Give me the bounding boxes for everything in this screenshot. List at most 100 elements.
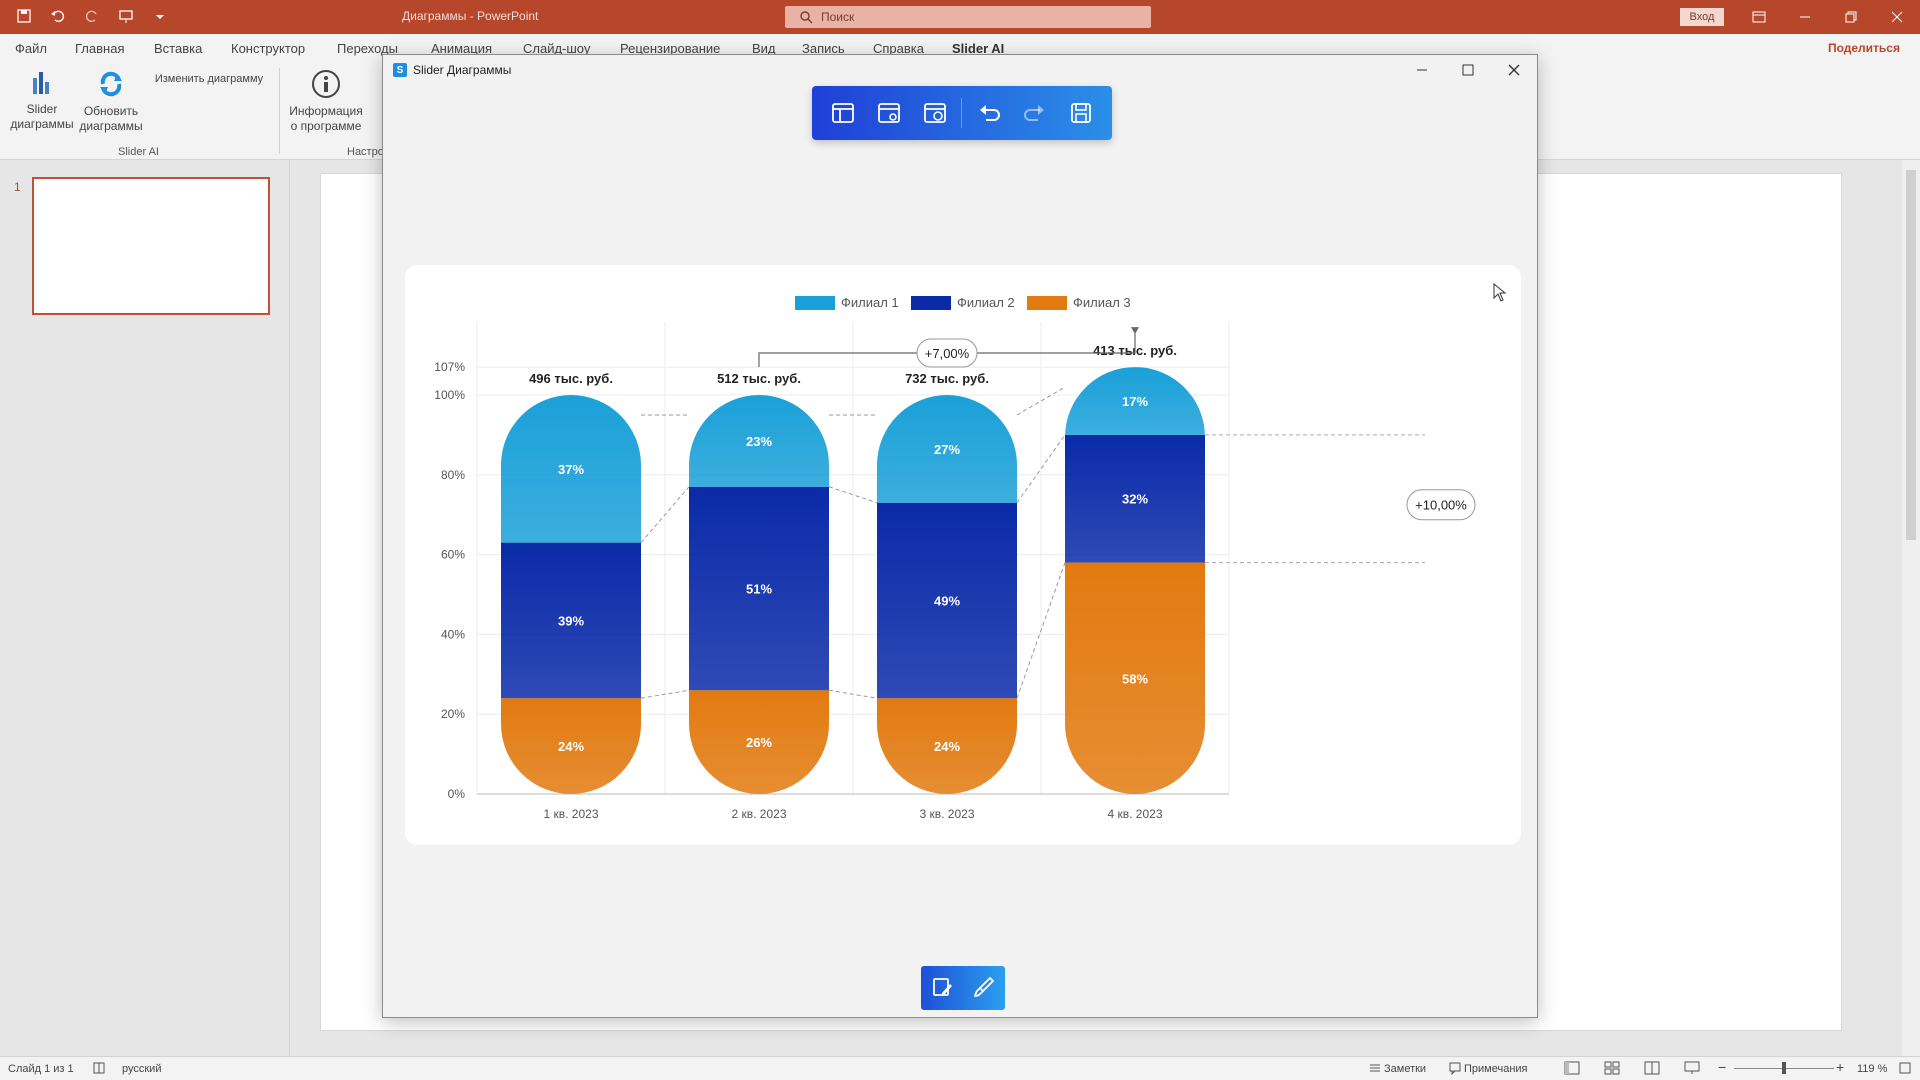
legend-label: Филиал 1 <box>841 295 899 310</box>
scrollbar-thumb[interactable] <box>1906 170 1916 540</box>
zoom-out-icon[interactable]: − <box>1718 1059 1727 1075</box>
y-tick-label: 100% <box>434 388 465 402</box>
share-button[interactable]: Поделиться <box>1827 41 1900 55</box>
zoom-slider-handle[interactable] <box>1782 1062 1786 1074</box>
x-tick-label: 3 кв. 2023 <box>920 807 975 821</box>
legend-label: Филиал 2 <box>957 295 1015 310</box>
chart-settings-icon[interactable] <box>870 94 908 132</box>
slider-charts-button[interactable]: Slider диаграммы <box>10 68 74 132</box>
y-tick-label: 107% <box>434 360 465 374</box>
edit-data-icon[interactable] <box>930 975 954 1002</box>
tab-insert[interactable]: Вставка <box>154 41 203 56</box>
slideshow-icon[interactable] <box>1684 1061 1700 1078</box>
save-icon[interactable] <box>14 6 34 26</box>
dialog-close-icon[interactable] <box>1491 55 1537 85</box>
tab-transitions[interactable]: Переходы <box>337 41 398 56</box>
zoom-level[interactable]: 119 % <box>1857 1063 1888 1075</box>
comments-button[interactable]: Примечания <box>1464 1063 1528 1075</box>
login-button[interactable]: Вход <box>1680 8 1724 26</box>
slide-number: 1 <box>14 180 21 194</box>
dialog-maximize-icon[interactable] <box>1445 55 1491 85</box>
tab-review[interactable]: Рецензирование <box>620 41 721 56</box>
bracket-arrow <box>1131 327 1139 335</box>
tab-slideshow[interactable]: Слайд-шоу <box>523 41 591 56</box>
style-brush-icon[interactable] <box>972 975 996 1002</box>
tab-design[interactable]: Конструктор <box>231 41 306 56</box>
zoom-in-icon[interactable]: + <box>1836 1059 1845 1075</box>
normal-view-icon[interactable] <box>1564 1061 1580 1078</box>
document-title: Диаграммы - PowerPoint <box>402 9 539 23</box>
refresh-charts-label-2: диаграммы <box>79 119 143 133</box>
restore-icon[interactable] <box>1828 0 1874 34</box>
legend-label: Филиал 3 <box>1073 295 1131 310</box>
slide-thumbnail[interactable] <box>32 177 270 315</box>
bar-segment <box>1065 562 1205 794</box>
language-indicator[interactable]: русский <box>122 1063 162 1075</box>
reading-view-icon[interactable] <box>1644 1061 1660 1078</box>
window-controls <box>1736 0 1920 34</box>
slide-sorter-icon[interactable] <box>1604 1061 1620 1078</box>
notes-icon <box>1368 1061 1382 1078</box>
data-label: 39% <box>558 613 584 628</box>
dialog-minimize-icon[interactable] <box>1399 55 1445 85</box>
notes-button[interactable]: Заметки <box>1384 1063 1427 1075</box>
spellcheck-icon[interactable] <box>92 1061 106 1078</box>
toolbar-separator <box>961 98 963 128</box>
redo-icon[interactable] <box>1016 94 1054 132</box>
add-chart-icon[interactable] <box>824 94 862 132</box>
fit-to-window-icon[interactable] <box>1898 1061 1912 1078</box>
connector-line <box>1016 562 1066 699</box>
data-label: 24% <box>934 739 960 754</box>
bar-segment <box>1065 434 1205 563</box>
annotation-label: +10,00% <box>1415 498 1467 513</box>
x-tick-label: 2 кв. 2023 <box>732 807 787 821</box>
x-tick-label: 4 кв. 2023 <box>1108 807 1163 821</box>
connector-line <box>828 486 878 504</box>
tab-slider-ai[interactable]: Slider AI <box>952 41 1005 56</box>
x-tick-label: 1 кв. 2023 <box>544 807 599 821</box>
annotation-pill <box>916 338 978 368</box>
undo-icon[interactable] <box>970 94 1008 132</box>
edit-chart-button[interactable]: Изменить диаграмму <box>154 73 264 85</box>
legend-swatch <box>795 296 835 310</box>
slider-dialog: S Slider Диаграммы 0% 20% 40% 60% 80% 100% 107… <box>382 54 1538 1018</box>
ribbon-separator <box>279 68 280 154</box>
tab-file[interactable]: Файл <box>15 41 47 56</box>
title-bar: Диаграммы - PowerPoint Поиск Вход <box>0 0 1920 34</box>
chart-history-icon[interactable] <box>916 94 954 132</box>
connector-line <box>1016 386 1066 416</box>
tab-record[interactable]: Запись <box>802 41 845 56</box>
tab-animations[interactable]: Анимация <box>431 41 493 56</box>
bar-segment <box>877 395 1017 503</box>
group-label-settings: Настро <box>347 146 384 158</box>
customize-qat-icon[interactable] <box>150 6 170 26</box>
save-chart-icon[interactable] <box>1062 94 1100 132</box>
chart-slider-icon <box>33 72 49 94</box>
tab-home[interactable]: Главная <box>75 41 125 56</box>
refresh-charts-button[interactable]: Обновить диаграммы <box>78 68 144 134</box>
comment-icon <box>1448 1061 1462 1078</box>
connector-line <box>828 689 878 699</box>
data-label: 37% <box>558 462 584 477</box>
minimize-icon[interactable] <box>1782 0 1828 34</box>
about-label-2: о программе <box>290 119 362 133</box>
tab-help[interactable]: Справка <box>873 41 924 56</box>
about-button[interactable]: Информация о программе <box>286 68 366 134</box>
tab-view[interactable]: Вид <box>752 41 776 56</box>
info-icon <box>312 70 340 98</box>
search-box[interactable]: Поиск <box>785 6 1151 28</box>
ribbon-tabs: Файл Главная Вставка Конструктор Переход… <box>0 34 1920 62</box>
slider-logo-icon: S <box>393 63 407 77</box>
slide-thumbnails-pane: 1 <box>0 160 290 1056</box>
ribbon-display-icon[interactable] <box>1736 0 1782 34</box>
dialog-title-bar: S Slider Диаграммы <box>393 63 511 77</box>
chart-toolbar <box>812 86 1112 140</box>
bar-segment <box>689 486 829 691</box>
vertical-scrollbar[interactable] <box>1902 160 1920 1056</box>
close-icon[interactable] <box>1874 0 1920 34</box>
bar-segment <box>877 502 1017 699</box>
stacked-bar-chart[interactable]: 0% 20% 40% 60% 80% 100% 107% 24% 39% 37% 496 тыс. … <box>405 265 1521 845</box>
undo-icon[interactable] <box>48 6 68 26</box>
redo-icon[interactable] <box>82 6 102 26</box>
present-icon[interactable] <box>116 6 136 26</box>
